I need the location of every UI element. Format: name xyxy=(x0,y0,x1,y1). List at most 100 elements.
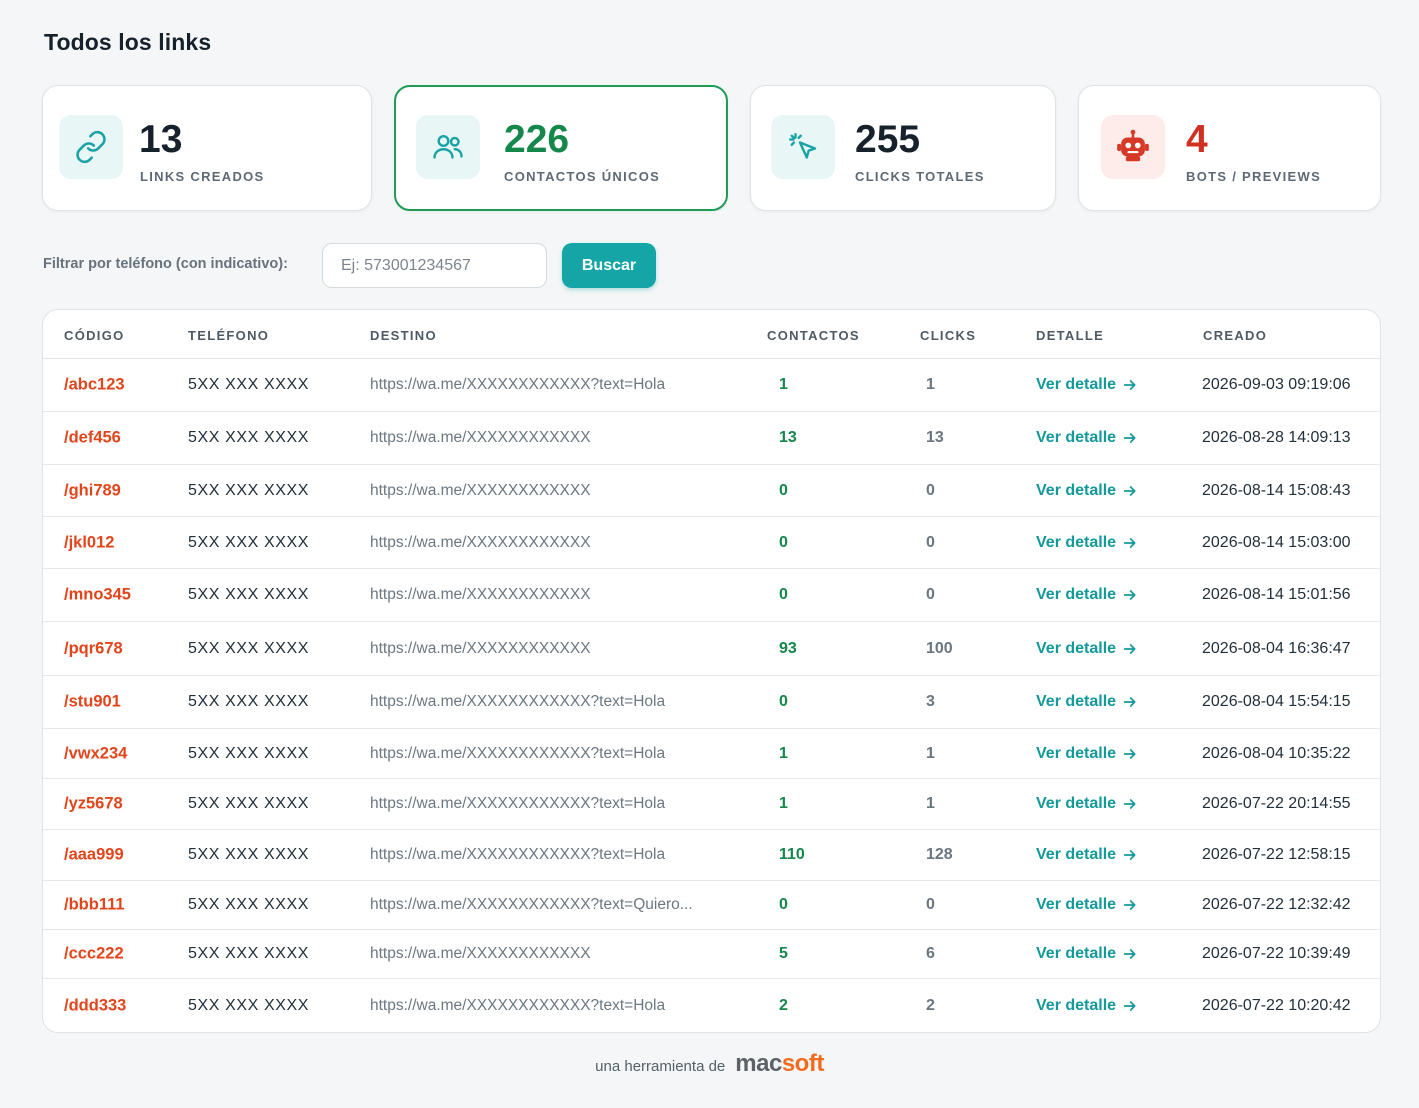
row-phone: 5XX XXX XXXX xyxy=(188,945,310,962)
stat-label: BOTS / PREVIEWS xyxy=(1186,169,1322,184)
arrow-right-icon xyxy=(1122,587,1138,603)
view-detail-link[interactable]: Ver detalle xyxy=(1036,429,1138,447)
row-phone: 5XX XXX XXXX xyxy=(188,481,310,499)
row-contacts: 2 xyxy=(779,996,788,1014)
search-button[interactable]: Buscar xyxy=(562,243,656,288)
column-header-detail: DETALLE xyxy=(1036,328,1105,343)
row-phone: 5XX XXX XXXX xyxy=(188,639,310,657)
row-code[interactable]: /ddd333 xyxy=(64,996,127,1014)
view-detail-label: Ver detalle xyxy=(1036,481,1117,499)
row-code[interactable]: /def456 xyxy=(64,428,121,447)
view-detail-link[interactable]: Ver detalle xyxy=(1036,896,1138,914)
view-detail-link[interactable]: Ver detalle xyxy=(1036,745,1138,763)
view-detail-label: Ver detalle xyxy=(1036,846,1117,863)
row-destination: https://wa.me/XXXXXXXXXXXX?text=Hola xyxy=(370,693,666,710)
stat-value: 255 xyxy=(855,118,921,161)
view-detail-link[interactable]: Ver detalle xyxy=(1036,693,1138,711)
row-contacts: 0 xyxy=(779,533,788,551)
row-contacts: 110 xyxy=(779,846,805,863)
link-icon xyxy=(59,115,123,179)
column-header-created: CREADO xyxy=(1203,328,1268,343)
view-detail-label: Ver detalle xyxy=(1036,639,1117,657)
cursor-click-icon xyxy=(771,115,835,179)
row-created: 2026-09-03 09:19:06 xyxy=(1202,376,1351,393)
row-destination: https://wa.me/XXXXXXXXXXXX xyxy=(370,533,591,551)
row-phone: 5XX XXX XXXX xyxy=(188,795,310,812)
row-created: 2026-08-04 16:36:47 xyxy=(1202,639,1351,657)
row-contacts: 1 xyxy=(779,744,788,762)
view-detail-link[interactable]: Ver detalle xyxy=(1036,482,1138,500)
view-detail-label: Ver detalle xyxy=(1036,795,1117,812)
stat-label: LINKS CREADOS xyxy=(140,169,265,184)
view-detail-link[interactable]: Ver detalle xyxy=(1036,997,1138,1015)
stat-card-clicks: 255 CLICKS TOTALES xyxy=(750,85,1056,211)
view-detail-link[interactable]: Ver detalle xyxy=(1036,945,1138,963)
links-table: CÓDIGO TELÉFONO DESTINO CONTACTOS CLICKS… xyxy=(42,309,1381,1033)
view-detail-link[interactable]: Ver detalle xyxy=(1036,534,1138,552)
column-header-contacts: CONTACTOS xyxy=(767,328,860,343)
column-header-clicks: CLICKS xyxy=(920,328,977,343)
row-code[interactable]: /aaa999 xyxy=(64,845,124,864)
view-detail-link[interactable]: Ver detalle xyxy=(1036,586,1138,604)
row-code[interactable]: /abc123 xyxy=(64,375,125,394)
row-created: 2026-07-22 10:39:49 xyxy=(1202,945,1351,962)
row-code[interactable]: /ghi789 xyxy=(64,481,121,499)
row-code[interactable]: /yz5678 xyxy=(64,794,123,813)
row-code[interactable]: /stu901 xyxy=(64,692,121,711)
row-destination: https://wa.me/XXXXXXXXXXXX?text=Hola xyxy=(370,846,666,863)
table-row: /vwx234 5XX XXX XXXX https://wa.me/XXXXXXX… xyxy=(43,729,1380,779)
arrow-right-icon xyxy=(1122,430,1138,446)
stat-card-contacts: 226 CONTACTOS ÚNICOS xyxy=(394,85,728,211)
row-destination: https://wa.me/XXXXXXXXXXXX?text=Hola xyxy=(370,795,666,812)
view-detail-label: Ver detalle xyxy=(1036,429,1117,446)
row-code[interactable]: /ccc222 xyxy=(64,944,124,963)
row-code[interactable]: /pqr678 xyxy=(64,639,123,657)
view-detail-label: Ver detalle xyxy=(1036,376,1117,393)
footer-text: una herramienta de xyxy=(595,1058,726,1075)
arrow-right-icon xyxy=(1122,847,1138,863)
row-phone: 5XX XXX XXXX xyxy=(188,744,310,762)
row-code[interactable]: /jkl012 xyxy=(64,533,115,551)
column-header-code: CÓDIGO xyxy=(64,328,125,343)
row-destination: https://wa.me/XXXXXXXXXXXX?text=Hola xyxy=(370,744,666,762)
page-title: Todos los links xyxy=(44,29,212,55)
row-phone: 5XX XXX XXXX xyxy=(188,693,310,710)
arrow-right-icon xyxy=(1122,946,1138,962)
phone-filter-input[interactable] xyxy=(322,243,547,288)
row-clicks: 0 xyxy=(926,586,935,603)
arrow-right-icon xyxy=(1122,998,1138,1014)
stat-card-links: 13 LINKS CREADOS xyxy=(42,85,372,211)
row-contacts: 13 xyxy=(779,429,797,446)
stat-card-bots: 4 BOTS / PREVIEWS xyxy=(1078,85,1381,211)
view-detail-label: Ver detalle xyxy=(1036,945,1117,962)
row-clicks: 1 xyxy=(926,744,935,762)
table-row: /aaa999 5XX XXX XXXX https://wa.me/XXXXXXX… xyxy=(43,830,1380,881)
arrow-right-icon xyxy=(1122,897,1138,913)
row-contacts: 93 xyxy=(779,639,797,657)
column-header-phone: TELÉFONO xyxy=(188,328,270,343)
row-contacts: 1 xyxy=(779,376,788,393)
view-detail-link[interactable]: Ver detalle xyxy=(1036,640,1138,658)
row-code[interactable]: /mno345 xyxy=(64,585,131,604)
view-detail-label: Ver detalle xyxy=(1036,744,1117,762)
row-created: 2026-08-14 15:03:00 xyxy=(1202,533,1351,551)
table-row: /yz5678 5XX XXX XXXX https://wa.me/XXXXXXX… xyxy=(43,779,1380,830)
row-clicks: 100 xyxy=(926,639,953,657)
view-detail-link[interactable]: Ver detalle xyxy=(1036,846,1138,864)
arrow-right-icon xyxy=(1122,746,1138,762)
view-detail-link[interactable]: Ver detalle xyxy=(1036,795,1138,813)
row-clicks: 6 xyxy=(926,945,935,962)
view-detail-link[interactable]: Ver detalle xyxy=(1036,376,1138,394)
row-code[interactable]: /bbb111 xyxy=(64,895,125,914)
filter-label: Filtrar por teléfono (con indicativo): xyxy=(43,256,288,272)
row-clicks: 0 xyxy=(926,533,935,551)
row-code[interactable]: /vwx234 xyxy=(64,744,128,762)
row-clicks: 0 xyxy=(926,896,935,913)
row-phone: 5XX XXX XXXX xyxy=(188,996,310,1014)
table-row: /stu901 5XX XXX XXXX https://wa.me/XXXXXXX… xyxy=(43,676,1380,729)
row-destination: https://wa.me/XXXXXXXXXXXX?text=Hola xyxy=(370,996,666,1014)
row-destination: https://wa.me/XXXXXXXXXXXX?text=Hola xyxy=(370,376,666,393)
stat-label: CONTACTOS ÚNICOS xyxy=(504,169,661,184)
row-destination: https://wa.me/XXXXXXXXXXXX xyxy=(370,945,591,962)
table-row: /ccc222 5XX XXX XXXX https://wa.me/XXXXXXX… xyxy=(43,930,1380,979)
